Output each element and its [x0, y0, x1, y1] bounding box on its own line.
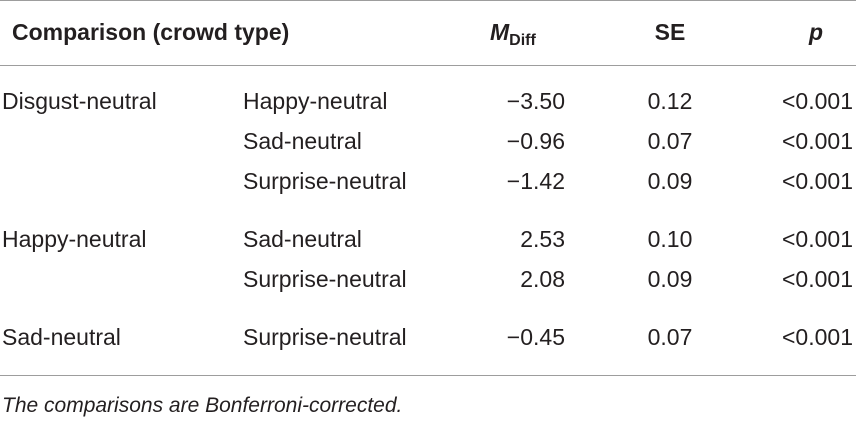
comparison-cell: Happy-neutral	[243, 88, 388, 114]
top-rule	[0, 0, 856, 1]
comparison-cell: Sad-neutral	[243, 128, 362, 154]
header-rule	[0, 65, 856, 66]
p-cell: <0.001	[782, 324, 853, 350]
comparison-cell: Sad-neutral	[243, 226, 362, 252]
se-cell: 0.07	[647, 128, 693, 154]
se-cell: 0.10	[647, 226, 693, 252]
se-cell: 0.09	[647, 168, 693, 194]
header-m-symbol: M	[490, 19, 510, 45]
m-diff-cell: −0.96	[506, 128, 565, 154]
header-m-diff: MDiff	[490, 18, 570, 55]
header-m-subscript: Diff	[509, 32, 536, 49]
se-cell: 0.07	[647, 324, 693, 350]
se-cell: 0.12	[647, 88, 693, 114]
p-cell: <0.001	[782, 88, 853, 114]
header-se: SE	[654, 19, 686, 45]
m-diff-cell: 2.53	[520, 226, 565, 252]
m-diff-cell: −0.45	[506, 324, 565, 350]
group-label: Disgust-neutral	[2, 88, 157, 114]
p-cell: <0.001	[782, 168, 853, 194]
comparison-cell: Surprise-neutral	[243, 324, 407, 350]
m-diff-cell: −1.42	[506, 168, 565, 194]
header-comparison: Comparison (crowd type)	[12, 19, 290, 45]
comparison-cell: Surprise-neutral	[243, 168, 407, 194]
m-diff-cell: −3.50	[506, 88, 565, 114]
p-cell: <0.001	[782, 226, 853, 252]
p-cell: <0.001	[782, 128, 853, 154]
m-diff-cell: 2.08	[520, 266, 565, 292]
header-p: p	[808, 19, 824, 45]
comparison-cell: Surprise-neutral	[243, 266, 407, 292]
p-cell: <0.001	[782, 266, 853, 292]
group-label: Happy-neutral	[2, 226, 147, 252]
bottom-rule	[0, 375, 856, 376]
footnote: The comparisons are Bonferroni-corrected…	[2, 394, 403, 417]
group-label: Sad-neutral	[2, 324, 121, 350]
se-cell: 0.09	[647, 266, 693, 292]
